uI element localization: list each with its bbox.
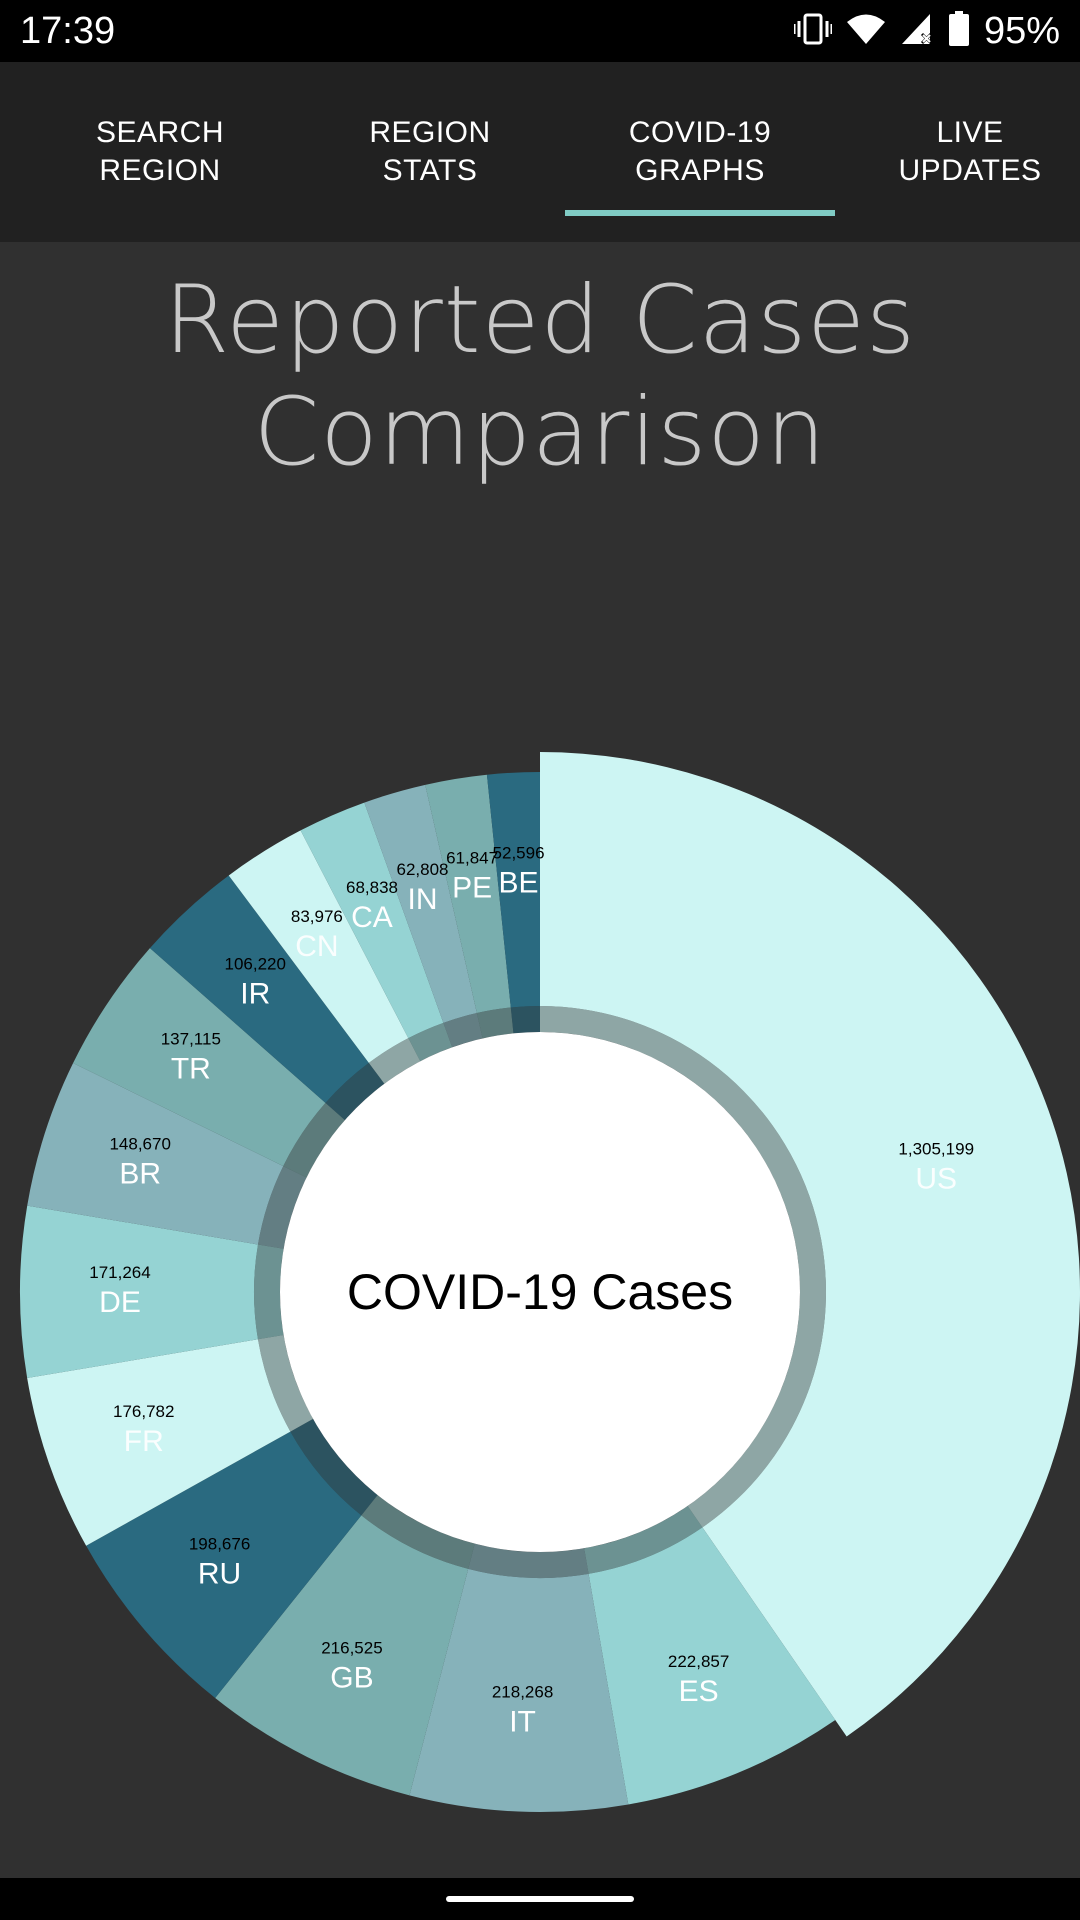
slice-it[interactable] bbox=[409, 1568, 629, 1812]
value-label-it: 218,268 bbox=[492, 1683, 553, 1702]
labels-layer: 1,305,199 US 222,857 ES 218,268 IT 216,525 GB 19… bbox=[89, 844, 974, 1739]
inner-ring-es bbox=[584, 1506, 703, 1574]
country-label-br: BR bbox=[119, 1157, 161, 1190]
tab-label: LIVE UPDATES bbox=[898, 116, 1042, 187]
inner-ring-br bbox=[257, 1166, 307, 1249]
inner-ring-us bbox=[540, 1006, 827, 1528]
country-label-ru: RU bbox=[198, 1558, 241, 1591]
inner-ring-gb bbox=[361, 1495, 475, 1569]
chart-title: Reported Cases Comparison bbox=[163, 266, 916, 487]
inner-ring-tr bbox=[283, 1102, 345, 1178]
value-label-es: 222,857 bbox=[668, 1652, 729, 1671]
battery-percent: 95% bbox=[983, 10, 1060, 52]
value-label-fr: 176,782 bbox=[113, 1402, 174, 1421]
inner-ring-in bbox=[443, 1013, 483, 1048]
slice-in[interactable] bbox=[364, 784, 477, 1023]
inner-ring-ru bbox=[290, 1418, 378, 1516]
cell-signal-icon bbox=[900, 12, 934, 51]
tab-search-region[interactable]: SEARCH REGION bbox=[25, 62, 295, 242]
slice-be[interactable] bbox=[486, 772, 540, 1008]
inner-ring-cn bbox=[368, 1038, 421, 1084]
value-label-tr: 137,115 bbox=[161, 1030, 221, 1049]
value-label-br: 148,670 bbox=[109, 1134, 170, 1153]
slice-es[interactable] bbox=[588, 1527, 836, 1805]
value-label-de: 171,264 bbox=[89, 1263, 150, 1282]
value-label-us: 1,305,199 bbox=[898, 1140, 974, 1159]
center-text: COVID-19 Cases bbox=[347, 1264, 733, 1320]
country-label-pe: PE bbox=[452, 872, 492, 905]
slice-pe[interactable] bbox=[425, 774, 511, 1014]
tab-label: COVID-19 GRAPHS bbox=[628, 116, 772, 187]
slice-ru[interactable] bbox=[86, 1431, 362, 1699]
status-icons: 95% bbox=[793, 8, 1060, 54]
inner-ring-ca bbox=[408, 1022, 453, 1062]
status-bar: 17:39 bbox=[0, 0, 1080, 62]
tab-covid-graphs[interactable]: COVID-19 GRAPHS bbox=[565, 62, 835, 242]
tab-label: REGION STATS bbox=[369, 116, 491, 187]
slice-cn[interactable] bbox=[228, 830, 409, 1063]
inner-ring-ir bbox=[325, 1062, 385, 1121]
value-label-cn: 83,976 bbox=[291, 907, 343, 926]
slice-ir[interactable] bbox=[149, 875, 369, 1103]
country-label-in: IN bbox=[407, 883, 437, 916]
value-label-pe: 61,847 bbox=[446, 849, 498, 868]
country-label-ir: IR bbox=[240, 977, 270, 1010]
inner-ring-be bbox=[510, 1006, 540, 1034]
inner-ring-pe bbox=[476, 1007, 514, 1039]
inner-ring-layer bbox=[254, 1006, 827, 1578]
slice-br[interactable] bbox=[27, 1063, 284, 1245]
value-label-ir: 106,220 bbox=[225, 954, 286, 973]
country-label-us: US bbox=[915, 1163, 957, 1196]
value-label-be: 52,596 bbox=[493, 844, 545, 863]
tab-region-stats[interactable]: REGION STATS bbox=[295, 62, 565, 242]
battery-icon bbox=[948, 10, 970, 52]
value-label-gb: 216,525 bbox=[321, 1639, 382, 1658]
tab-live-updates[interactable]: LIVE UPDATES bbox=[835, 62, 1080, 242]
inner-ring-de bbox=[254, 1244, 284, 1340]
country-label-gb: GB bbox=[330, 1662, 373, 1695]
slice-gb[interactable] bbox=[215, 1515, 469, 1796]
home-gesture-handle[interactable] bbox=[446, 1896, 634, 1902]
slice-ca[interactable] bbox=[300, 802, 444, 1039]
country-label-de: DE bbox=[99, 1286, 141, 1319]
slice-fr[interactable] bbox=[27, 1339, 291, 1546]
value-label-ca: 68,838 bbox=[346, 878, 398, 897]
tab-label: SEARCH REGION bbox=[95, 116, 225, 187]
slice-us[interactable] bbox=[540, 752, 1080, 1737]
value-label-ru: 198,676 bbox=[189, 1535, 250, 1554]
country-label-tr: TR bbox=[171, 1053, 211, 1086]
value-label-in: 62,808 bbox=[396, 860, 448, 879]
slices-layer bbox=[20, 752, 1080, 1812]
inner-ring-it bbox=[468, 1543, 589, 1578]
country-label-es: ES bbox=[679, 1675, 719, 1708]
country-label-ca: CA bbox=[351, 901, 393, 934]
selected-tab-indicator bbox=[565, 210, 835, 216]
wifi-icon bbox=[846, 13, 886, 50]
tab-bar: SEARCH REGION REGION STATS COVID-19 GRAP… bbox=[0, 62, 1080, 242]
country-label-fr: FR bbox=[124, 1425, 164, 1458]
status-time: 17:39 bbox=[20, 10, 116, 52]
inner-ring-fr bbox=[257, 1334, 314, 1432]
country-label-it: IT bbox=[509, 1706, 536, 1739]
vibrate-icon bbox=[793, 12, 833, 51]
nav-bar bbox=[0, 1878, 1080, 1920]
slice-de[interactable] bbox=[20, 1205, 258, 1378]
country-label-be: BE bbox=[499, 867, 539, 900]
country-label-cn: CN bbox=[295, 930, 338, 963]
slice-tr[interactable] bbox=[73, 948, 326, 1167]
center-hole bbox=[280, 1032, 800, 1552]
